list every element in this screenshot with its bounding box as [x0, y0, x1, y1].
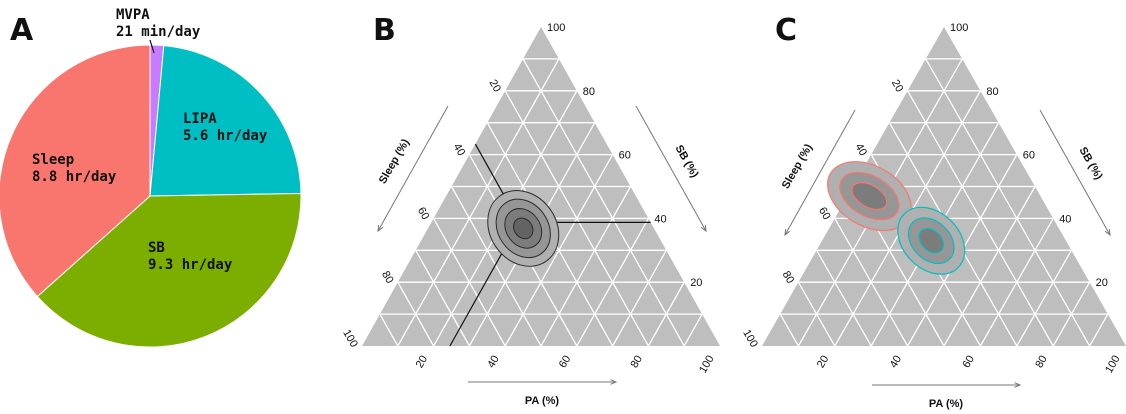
grid-line-pa [612, 249, 667, 347]
grid-line-sleep [433, 218, 506, 347]
arrow-pa-head [610, 379, 618, 385]
grid-line-pa [1016, 249, 1072, 347]
arrow-sleep-head [784, 228, 791, 237]
tick-sb: 40 [1059, 213, 1071, 225]
pie-label-mvpa: MVPA [116, 7, 150, 23]
tick-pa: 40 [888, 354, 905, 371]
axis-title-sleep: Sleep (%) [780, 142, 815, 191]
arrow-sb [635, 105, 707, 232]
tick-sb: 60 [619, 150, 631, 162]
arrow-sleep [784, 109, 856, 236]
ternary-plot-c: 20 20 20 40 40 40 60 60 60 80 80 80 100 100 100 Sleep (… [740, 22, 1126, 410]
pie-slice-lipa [149, 45, 302, 197]
pie-value-sleep: 8.8 hr/day [32, 169, 117, 185]
tick-pa: 100 [697, 354, 717, 376]
tick-pa: 100 [1103, 354, 1123, 376]
tick-pa: 60 [557, 354, 574, 371]
arrow-sb [1039, 109, 1111, 236]
pie-value-mvpa: 21 min/day [116, 24, 201, 40]
grid-line-pa [576, 218, 649, 347]
grid-line-pa [647, 281, 685, 347]
tick-pa: 20 [414, 354, 431, 371]
tick-sleep: 20 [486, 78, 503, 95]
tick-sb: 100 [547, 22, 565, 34]
pie-label-sb: SB [148, 240, 165, 256]
pie-value-lipa: 5.6 hr/day [183, 128, 268, 144]
pie-slice-sleep [0, 44, 151, 298]
density-contour-core [513, 217, 534, 240]
pie-slice-sb [36, 193, 302, 348]
pie-leader-mvpa [149, 39, 155, 54]
grid-line-sleep [816, 249, 872, 347]
tick-sb: 60 [1023, 150, 1035, 162]
grid-line-sleep [779, 313, 799, 347]
tick-sb: 20 [1096, 277, 1108, 289]
tick-sleep: 80 [780, 269, 797, 286]
arrow-sb-head [1104, 228, 1111, 237]
tick-sleep: 60 [816, 205, 833, 222]
grid-line-sleep [925, 58, 1091, 347]
tick-sb: 80 [583, 86, 595, 98]
tick-sleep: 40 [852, 141, 869, 158]
grid-line-pa [1052, 281, 1091, 347]
pie-label-lipa: LIPA [183, 111, 217, 127]
grid-line-sleep [397, 281, 435, 347]
arrow-sleep [377, 105, 449, 232]
pie-chart [0, 44, 302, 348]
grid-line-pa [683, 313, 703, 347]
tick-pa: 40 [485, 354, 502, 371]
tick-pa: 20 [815, 354, 832, 371]
tick-pa: 80 [628, 354, 645, 371]
arrow-pa-head [1014, 382, 1022, 388]
tick-sleep: 20 [889, 78, 906, 95]
axis-title-sb: SB (%) [1077, 145, 1105, 182]
grid-line-sleep [522, 58, 685, 347]
tick-sleep: 100 [740, 328, 760, 350]
grid-line-sleep [834, 218, 909, 347]
tick-pa: 60 [960, 354, 977, 371]
panel-b-letter: B [373, 13, 396, 48]
axis-title-pa: PA (%) [525, 395, 560, 407]
tick-pa: 80 [1033, 354, 1050, 371]
axis-title-pa: PA (%) [929, 398, 964, 410]
tick-sb: 20 [690, 277, 702, 289]
grid-line-sleep [797, 281, 836, 347]
pie-value-sb: 9.3 hr/day [148, 257, 233, 273]
panel-a-letter: A [10, 13, 34, 48]
tick-sleep: 60 [415, 205, 432, 222]
grid-line-sleep [450, 186, 542, 347]
grid-line-sleep [379, 313, 399, 347]
grid-line-pa [540, 186, 632, 347]
tick-sb: 80 [986, 86, 998, 98]
tick-sleep: 80 [379, 269, 396, 286]
grid-line-pa [1089, 313, 1109, 347]
group-contour [918, 227, 945, 254]
pie-label-sleep: Sleep [32, 152, 74, 168]
tick-sb: 40 [654, 213, 666, 225]
arrow-sb-head [700, 224, 707, 233]
grid-line-pa [397, 58, 560, 347]
tick-sleep: 100 [340, 328, 360, 350]
panel-c-letter: C [775, 13, 797, 48]
grid-line-pa [979, 218, 1054, 347]
tick-sb: 100 [950, 22, 968, 34]
arrow-sleep-head [377, 224, 384, 233]
grid-line-pa [943, 186, 1036, 347]
group-contour [851, 182, 888, 211]
tick-sleep: 40 [451, 141, 468, 158]
axis-title-sb: SB (%) [673, 143, 701, 180]
grid-line-sleep [415, 249, 470, 347]
